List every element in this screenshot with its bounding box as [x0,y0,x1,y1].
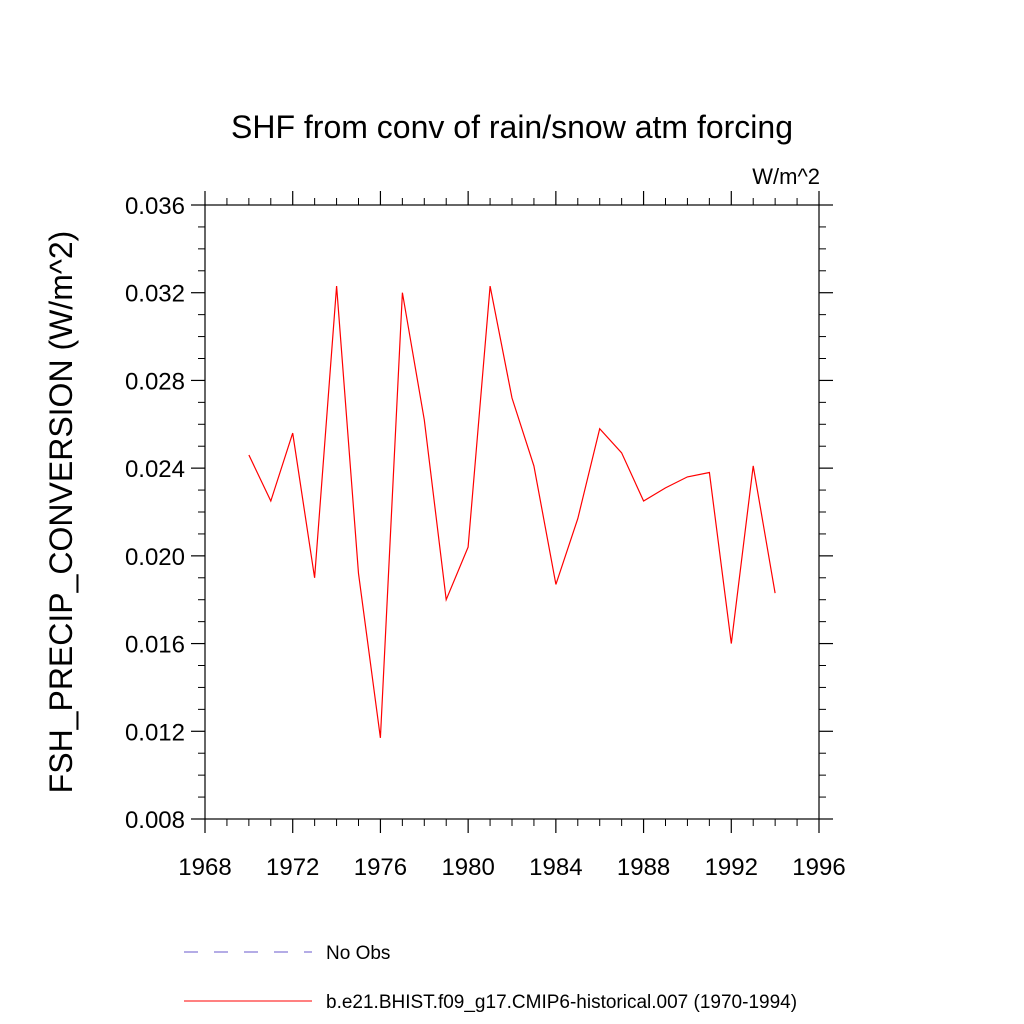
legend-entry-label: No Obs [326,943,390,964]
y-tick-label: 0.020 [125,544,185,571]
chart-title: SHF from conv of rain/snow atm forcing [231,109,793,145]
plot-frame [204,204,820,820]
axis-tick-labels: 1968 1972 1976 1980 1984 1988 1992 1996 0.008 0.0… [125,193,846,881]
x-tick-label: 1976 [354,854,407,881]
y-tick-label: 0.012 [125,719,185,746]
x-tick-label: 1988 [617,854,670,881]
y-tick-label: 0.008 [125,807,185,834]
series-line [248,285,776,738]
x-tick-label: 1968 [178,854,231,881]
y-tick-label: 0.036 [125,193,185,220]
y-tick-label: 0.028 [125,368,185,395]
legend: No Obs b.e21.BHIST.f09_g17.CMIP6-historic… [184,943,797,1013]
y-axis-label: FSH_PRECIP_CONVERSION (W/m^2) [43,231,79,794]
y-tick-label: 0.032 [125,281,185,308]
axis-ticks [191,191,833,833]
legend-entry-label: b.e21.BHIST.f09_g17.CMIP6-historical.007… [326,992,797,1013]
x-tick-label: 1996 [792,854,845,881]
x-tick-label: 1980 [441,854,494,881]
x-tick-label: 1972 [266,854,319,881]
y-tick-label: 0.024 [125,456,185,483]
series-group [248,285,776,738]
y-tick-label: 0.016 [125,632,185,659]
x-tick-label: 1992 [705,854,758,881]
units-label: W/m^2 [752,164,820,189]
x-tick-label: 1984 [529,854,582,881]
